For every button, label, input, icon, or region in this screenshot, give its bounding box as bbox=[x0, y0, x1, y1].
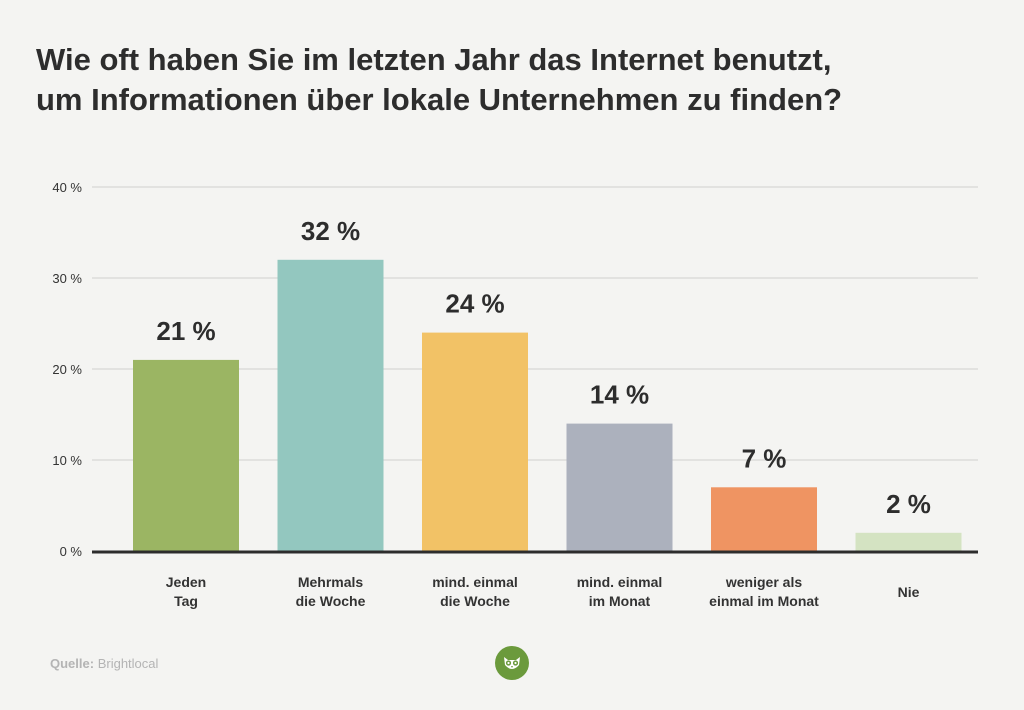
category-label-line: die Woche bbox=[296, 593, 366, 609]
y-tick-label: 30 % bbox=[52, 271, 82, 286]
source-text: Brightlocal bbox=[97, 656, 159, 671]
y-axis-ticks: 0 % 10 % 20 % 30 % 40 % bbox=[52, 180, 82, 559]
bar bbox=[133, 359, 239, 551]
owl-icon-graphic bbox=[504, 657, 520, 669]
category-labels: Jeden Tag Mehrmals die Woche mind. einmal die… bbox=[166, 574, 920, 609]
bar-chart: 0 %10 %20 %30 %40 % 21 %32 %24 %14 %7 %2… bbox=[52, 180, 978, 609]
bar-value-label: 32 % bbox=[301, 216, 360, 246]
category-label-line: mind. einmal bbox=[432, 574, 518, 590]
category-label-line: Jeden bbox=[166, 574, 206, 590]
y-tick-label: 20 % bbox=[52, 362, 82, 377]
source-note: Quelle: Brightlocal bbox=[50, 656, 158, 671]
category-label-line: die Woche bbox=[440, 593, 510, 609]
bar bbox=[422, 332, 528, 551]
bar-value-label: 7 % bbox=[742, 443, 787, 473]
bar-value-label: 2 % bbox=[886, 489, 931, 519]
bar bbox=[855, 532, 962, 551]
category-label: Mehrmals die Woche bbox=[296, 574, 366, 609]
category-label-line: im Monat bbox=[589, 593, 651, 609]
category-label: mind. einmal die Woche bbox=[432, 574, 518, 609]
y-tick-label: 10 % bbox=[52, 453, 82, 468]
bar bbox=[711, 487, 817, 551]
category-label-line: einmal im Monat bbox=[709, 593, 819, 609]
category-label: mind. einmal im Monat bbox=[577, 574, 663, 609]
owl-icon bbox=[495, 646, 529, 680]
bar bbox=[277, 259, 384, 551]
bars bbox=[133, 259, 962, 551]
bar-value-label: 21 % bbox=[156, 316, 215, 346]
chart-title-line-2: um Informationen über lokale Unternehmen… bbox=[36, 82, 843, 117]
chart-title: Wie oft haben Sie im letzten Jahr das In… bbox=[36, 40, 996, 120]
chart-title-line-1: Wie oft haben Sie im letzten Jahr das In… bbox=[36, 42, 832, 77]
y-tick-label: 40 % bbox=[52, 180, 82, 195]
bar-value-label: 14 % bbox=[590, 380, 649, 410]
source-label: Quelle: bbox=[50, 656, 95, 671]
category-label-line: Mehrmals bbox=[298, 574, 364, 590]
category-label-line: weniger als bbox=[725, 574, 802, 590]
category-label: Jeden Tag bbox=[166, 574, 206, 609]
bar-value-label: 24 % bbox=[445, 289, 504, 319]
category-label: Nie bbox=[898, 584, 920, 600]
bar bbox=[566, 423, 673, 551]
gridlines bbox=[92, 186, 978, 461]
y-tick-label: 0 % bbox=[60, 544, 83, 559]
category-label: weniger als einmal im Monat bbox=[709, 574, 819, 609]
category-label-line: Nie bbox=[898, 584, 920, 600]
value-labels: 21 % 32 % 24 % 14 % 7 % 2 % bbox=[156, 216, 931, 519]
category-label-line: Tag bbox=[174, 593, 198, 609]
category-label-line: mind. einmal bbox=[577, 574, 663, 590]
